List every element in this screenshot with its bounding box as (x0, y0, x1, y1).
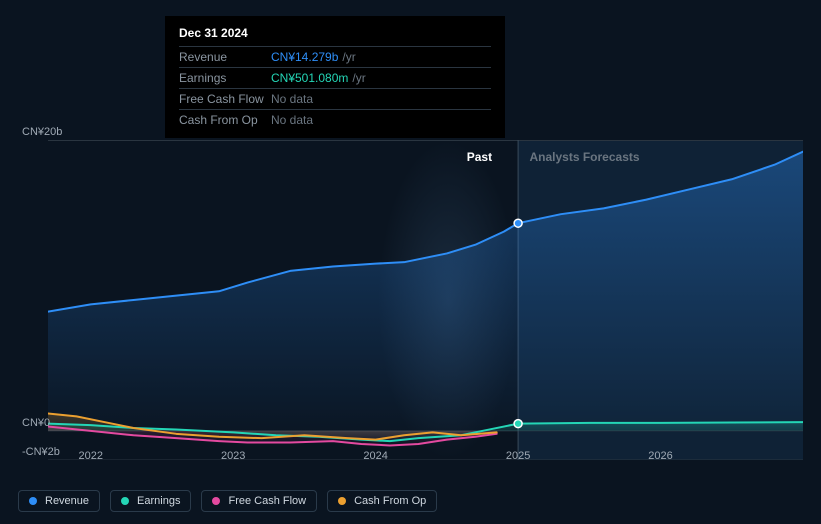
legend-label: Free Cash Flow (228, 495, 306, 507)
chart-tooltip: Dec 31 2024 RevenueCN¥14.279b/yrEarnings… (165, 16, 505, 138)
legend-label: Cash From Op (354, 495, 426, 507)
x-axis-label: 2023 (221, 450, 245, 462)
legend-item-earnings[interactable]: Earnings (110, 490, 191, 512)
forecast-label: Analysts Forecasts (529, 150, 639, 164)
legend-dot-icon (338, 497, 346, 505)
y-axis-label: CN¥20b (22, 126, 62, 138)
x-axis-label: 2026 (648, 450, 672, 462)
chart-svg[interactable] (48, 140, 803, 460)
tooltip-row: Cash From OpNo data (179, 109, 491, 130)
x-axis-label: 2025 (506, 450, 530, 462)
tooltip-row: Free Cash FlowNo data (179, 88, 491, 109)
x-axis-label: 2024 (363, 450, 387, 462)
tooltip-nodata: No data (271, 92, 313, 106)
series-marker (514, 219, 522, 227)
legend-item-revenue[interactable]: Revenue (18, 490, 100, 512)
tooltip-date: Dec 31 2024 (179, 26, 491, 46)
tooltip-metric-label: Revenue (179, 50, 271, 64)
series-marker (514, 420, 522, 428)
x-axis-label: 2022 (78, 450, 102, 462)
legend-label: Revenue (45, 495, 89, 507)
past-label: Past (467, 150, 492, 164)
chart-legend: Revenue Earnings Free Cash Flow Cash From O… (18, 490, 437, 512)
tooltip-row: RevenueCN¥14.279b/yr (179, 46, 491, 67)
legend-dot-icon (29, 497, 37, 505)
y-axis-label: CN¥0 (22, 417, 50, 429)
tooltip-rows: RevenueCN¥14.279b/yrEarningsCN¥501.080m/… (179, 46, 491, 130)
financials-chart: CN¥20b CN¥0 -CN¥2b 2022 2023 2024 2025 2026 Pa… (18, 120, 803, 470)
tooltip-value: CN¥501.080m (271, 71, 348, 85)
tooltip-metric-label: Free Cash Flow (179, 92, 271, 106)
legend-dot-icon (212, 497, 220, 505)
tooltip-row: EarningsCN¥501.080m/yr (179, 67, 491, 88)
tooltip-value: CN¥14.279b (271, 50, 338, 64)
tooltip-nodata: No data (271, 113, 313, 127)
tooltip-metric-label: Cash From Op (179, 113, 271, 127)
legend-label: Earnings (137, 495, 180, 507)
legend-item-cash-from-op[interactable]: Cash From Op (327, 490, 437, 512)
tooltip-suffix: /yr (352, 71, 365, 85)
tooltip-metric-label: Earnings (179, 71, 271, 85)
tooltip-suffix: /yr (342, 50, 355, 64)
legend-item-free-cash-flow[interactable]: Free Cash Flow (201, 490, 317, 512)
legend-dot-icon (121, 497, 129, 505)
y-axis-label: -CN¥2b (22, 446, 60, 458)
